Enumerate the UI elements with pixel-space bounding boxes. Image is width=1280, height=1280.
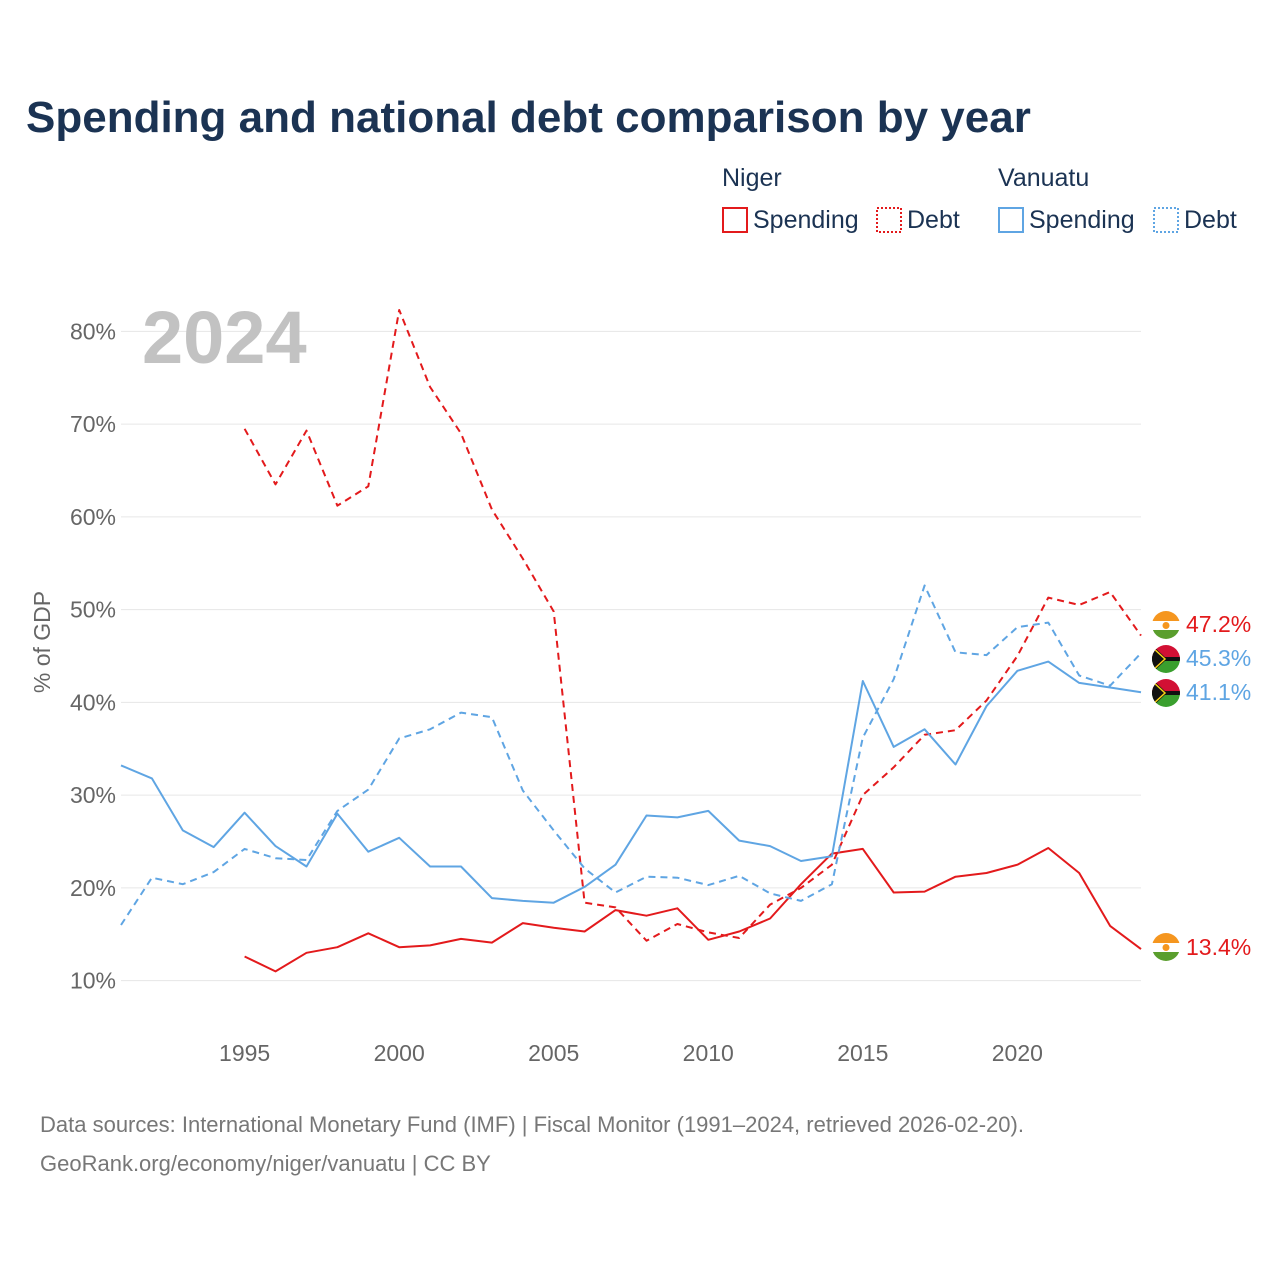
legend-swatch-vanuatu-debt: [1153, 207, 1179, 233]
year-watermark: 2024: [142, 296, 307, 379]
x-tick-label: 2010: [683, 1040, 734, 1066]
x-tick-label: 2000: [374, 1040, 425, 1066]
source-note: Data sources: International Monetary Fun…: [40, 1112, 1024, 1137]
y-tick-label: 70%: [70, 411, 116, 437]
x-tick-label: 2005: [528, 1040, 579, 1066]
end-label-vanuatu-debt: 45.3%: [1186, 645, 1251, 671]
legend-label-vanuatu-debt: Debt: [1184, 206, 1237, 234]
legend-swatch-vanuatu-spending: [998, 207, 1024, 233]
x-tick-label: 1995: [219, 1040, 270, 1066]
y-tick-label: 20%: [70, 875, 116, 901]
niger-flag-icon: [1152, 611, 1180, 639]
x-tick-label: 2015: [837, 1040, 888, 1066]
legend-swatch-niger-debt: [876, 207, 902, 233]
grid: [121, 330, 1141, 982]
y-axis-label: % of GDP: [29, 591, 55, 693]
legend-group-vanuatu: Vanuatu: [998, 164, 1089, 192]
legend-group-niger: Niger: [722, 164, 782, 192]
series: [120, 309, 1142, 973]
x-axis: 1995 2000 2005 2010 2015 2020: [219, 1040, 1043, 1066]
series-line-vanuatu-spending: [120, 660, 1142, 904]
vanuatu-flag-icon: [1152, 645, 1180, 673]
y-tick-label: 50%: [70, 597, 116, 623]
end-label-niger-spending: 13.4%: [1186, 934, 1251, 960]
y-tick-label: 30%: [70, 782, 116, 808]
y-tick-label: 10%: [70, 968, 116, 994]
chart-title: Spending and national debt comparison by…: [26, 93, 1031, 142]
legend-label-vanuatu-spending: Spending: [1029, 206, 1135, 234]
legend-swatch-niger-spending: [722, 207, 748, 233]
legend-label-niger-spending: Spending: [753, 206, 859, 234]
vanuatu-flag-icon: [1152, 679, 1180, 707]
legend: Niger Spending Debt Vanuatu Spending Deb…: [722, 164, 1237, 234]
credit-note: GeoRank.org/economy/niger/vanuatu | CC B…: [40, 1151, 491, 1176]
series-line-niger-spending: [244, 847, 1142, 973]
series-line-vanuatu-debt: [120, 584, 1142, 926]
x-tick-label: 2020: [992, 1040, 1043, 1066]
niger-flag-icon: [1152, 933, 1180, 961]
legend-label-niger-debt: Debt: [907, 206, 960, 234]
y-axis: 10% 20% 30% 40% 50% 60% 70% 80%: [70, 318, 116, 993]
end-label-vanuatu-spending: 41.1%: [1186, 679, 1251, 705]
y-tick-label: 80%: [70, 318, 116, 344]
end-label-niger-debt: 47.2%: [1186, 611, 1251, 637]
y-tick-label: 40%: [70, 689, 116, 715]
y-tick-label: 60%: [70, 504, 116, 530]
